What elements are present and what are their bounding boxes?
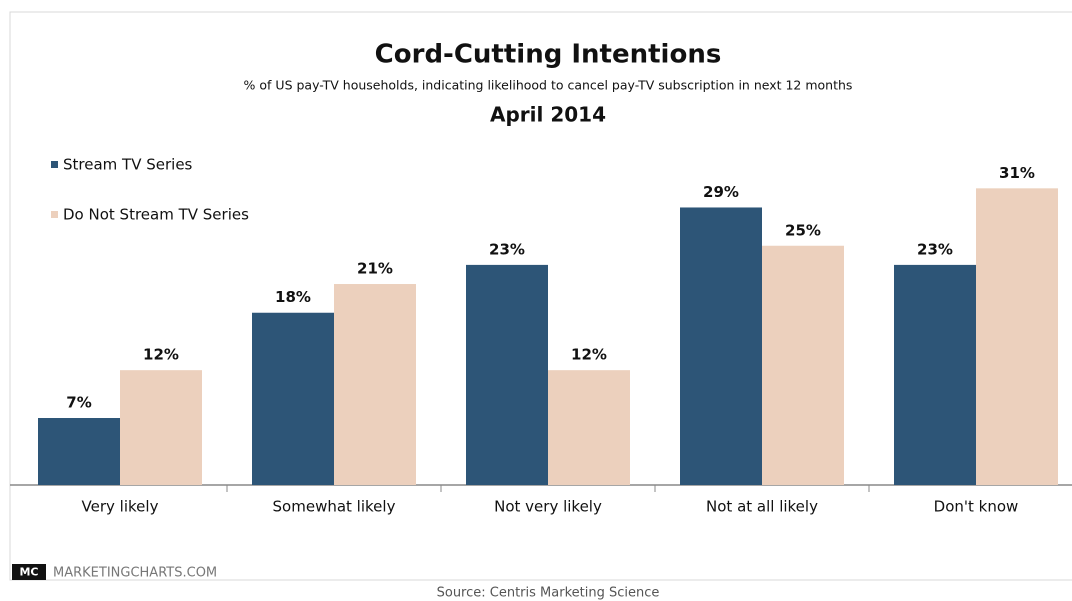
- value-label: 31%: [999, 164, 1035, 182]
- value-label: 12%: [571, 346, 607, 364]
- value-label: 18%: [275, 288, 311, 306]
- bar: [38, 418, 120, 485]
- legend-swatch: [51, 161, 58, 168]
- value-label: 29%: [703, 183, 739, 201]
- bar: [680, 207, 762, 485]
- x-tick-label: Not at all likely: [706, 498, 818, 516]
- bar: [548, 370, 630, 485]
- legend-label: Stream TV Series: [63, 156, 193, 174]
- bar: [762, 245, 844, 485]
- source: Source: Centris Marketing Science: [437, 586, 660, 601]
- x-tick-label: Somewhat likely: [273, 498, 396, 516]
- bar: [976, 188, 1058, 485]
- bar: [466, 264, 548, 485]
- bar: [894, 264, 976, 485]
- bar: [120, 370, 202, 485]
- bar: [334, 284, 416, 485]
- bar: [252, 312, 334, 485]
- value-label: 12%: [143, 346, 179, 364]
- logo-box: [12, 564, 46, 580]
- chart-title: Cord-Cutting Intentions: [375, 40, 722, 70]
- legend-swatch: [51, 211, 58, 218]
- value-label: 25%: [785, 221, 821, 239]
- chart-subtitle: % of US pay-TV households, indicating li…: [244, 78, 853, 93]
- x-tick-label: Very likely: [82, 498, 159, 516]
- value-label: 7%: [66, 394, 91, 412]
- value-label: 23%: [489, 240, 525, 258]
- logo: MC: [19, 566, 38, 579]
- legend-label: Do Not Stream TV Series: [63, 206, 249, 224]
- x-tick-label: Not very likely: [494, 498, 602, 516]
- brand: MARKETINGCHARTS.COM: [53, 566, 217, 581]
- date-label: April 2014: [490, 103, 606, 127]
- value-label: 23%: [917, 240, 953, 258]
- value-label: 21%: [357, 260, 393, 278]
- x-tick-label: Don't know: [934, 498, 1019, 516]
